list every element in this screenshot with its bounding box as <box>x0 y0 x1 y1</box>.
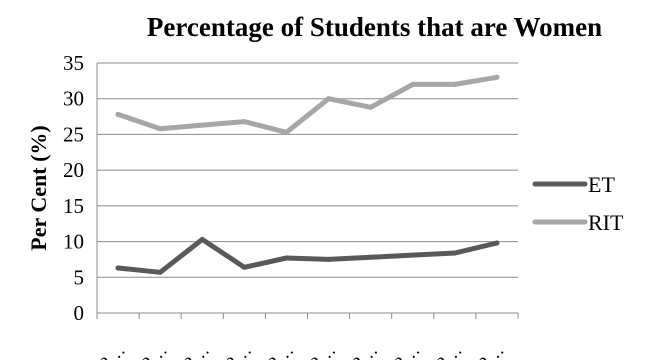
y-tick-label: 5 <box>74 265 85 289</box>
data-point-rit <box>326 96 332 102</box>
data-point-et <box>326 256 332 262</box>
data-point-rit <box>115 111 121 117</box>
legend-label-rit: RIT <box>588 210 624 235</box>
x-tick-label: 2… <box>348 340 381 360</box>
x-tick-label: 2… <box>306 340 339 360</box>
data-point-rit <box>368 104 374 110</box>
x-tick-label: 2… <box>475 340 508 360</box>
data-point-et <box>157 269 163 275</box>
y-tick-label: 10 <box>63 230 84 254</box>
y-axis-title: Per Cent (%) <box>26 125 51 250</box>
x-tick-label: 2… <box>264 340 297 360</box>
y-tick-label: 15 <box>63 194 84 218</box>
legend-label-et: ET <box>588 172 615 197</box>
x-tick-label: 2… <box>96 340 129 360</box>
series-line-rit <box>115 74 500 135</box>
data-point-et <box>115 265 121 271</box>
data-point-rit <box>199 122 205 128</box>
y-tick-label: 25 <box>63 122 84 146</box>
data-point-et <box>410 252 416 258</box>
y-tick-label: 0 <box>74 301 85 325</box>
data-point-rit <box>494 74 500 80</box>
data-point-rit <box>157 126 163 132</box>
chart-title: Percentage of Students that are Women <box>146 12 603 42</box>
series-line-et <box>115 236 500 275</box>
data-point-rit <box>452 81 458 87</box>
data-point-et <box>241 264 247 270</box>
data-point-et <box>494 240 500 246</box>
data-point-et <box>452 250 458 256</box>
data-point-rit <box>241 119 247 125</box>
x-tick-label: 2… <box>138 340 171 360</box>
data-point-et <box>368 254 374 260</box>
data-point-et <box>283 255 289 261</box>
x-tick-label: 2… <box>180 340 213 360</box>
data-point-et <box>199 236 205 242</box>
y-tick-label: 30 <box>63 87 84 111</box>
x-tick-label: 2… <box>390 340 423 360</box>
data-point-rit <box>410 81 416 87</box>
data-point-rit <box>283 129 289 135</box>
x-tick-label: 2… <box>432 340 465 360</box>
x-tick-label: 2… <box>222 340 255 360</box>
y-tick-label: 20 <box>63 158 84 182</box>
y-tick-label: 35 <box>63 51 84 75</box>
